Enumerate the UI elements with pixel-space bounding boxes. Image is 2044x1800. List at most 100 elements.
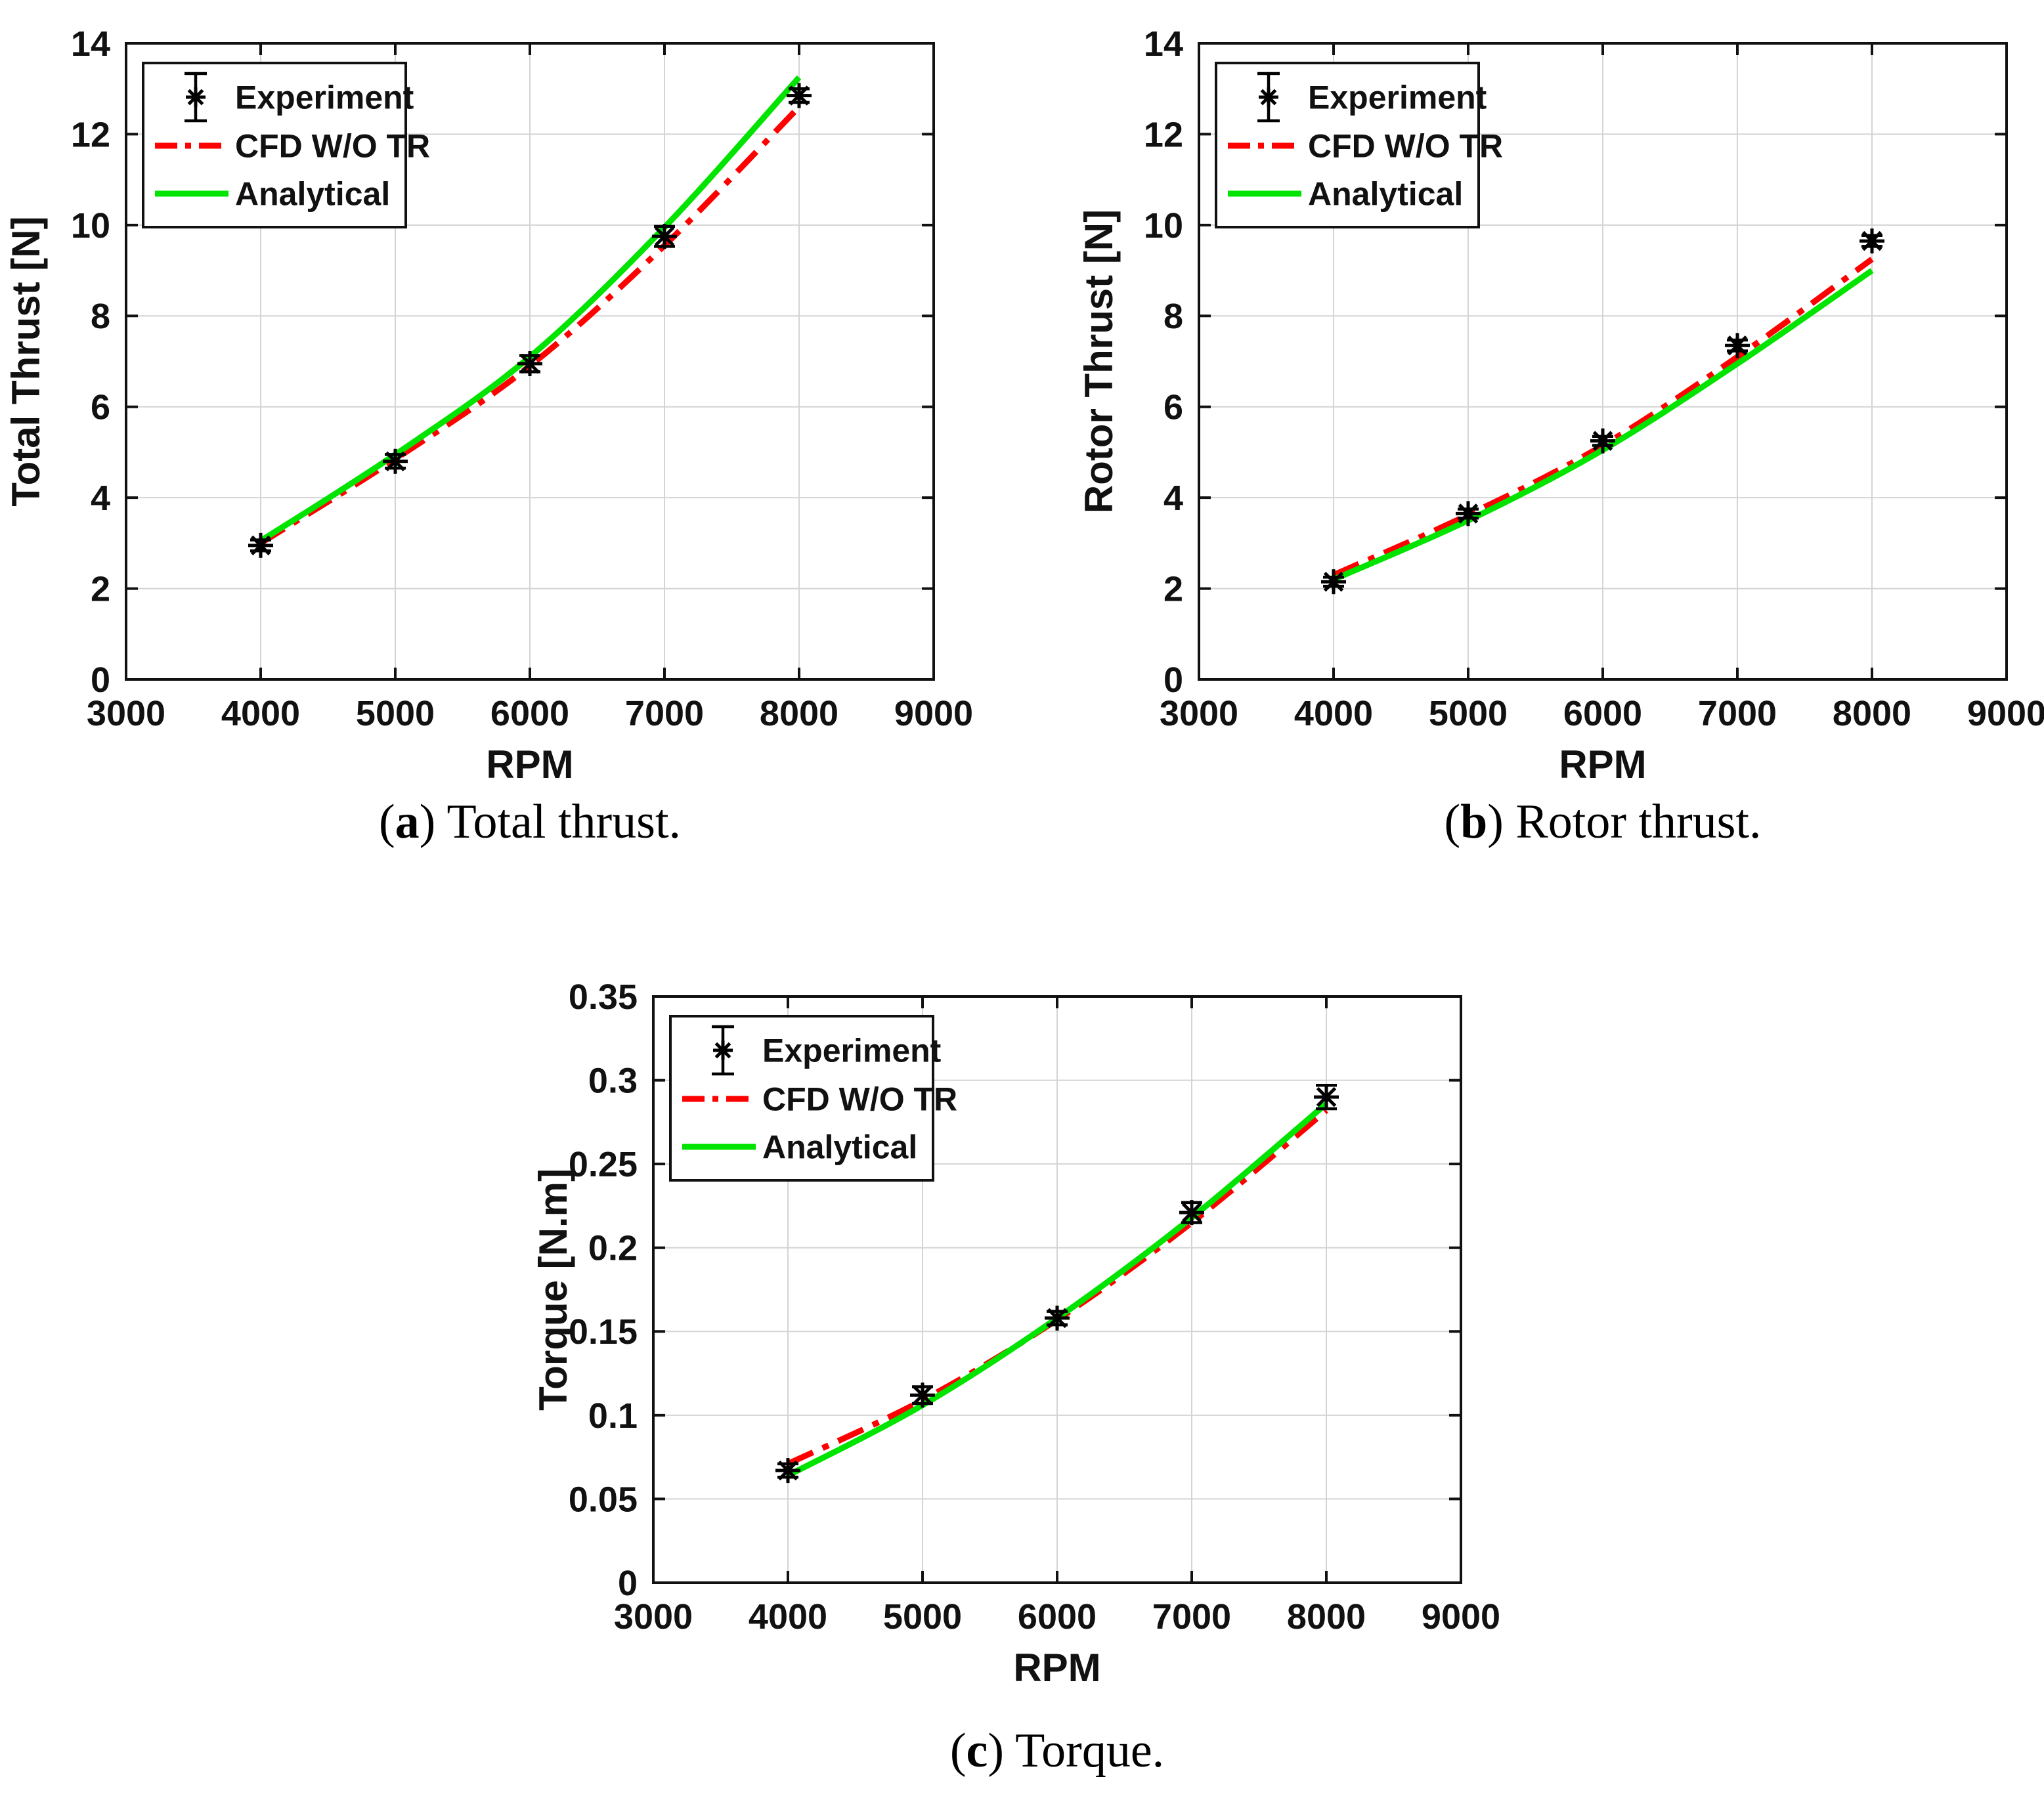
chart-total-thrust: 3000 4000 5000 6000 7000 8000 9000 0 2 4 6 8 10 12 14 R… <box>0 0 1022 788</box>
x-tick-label: 9000 <box>1967 694 2044 733</box>
x-tick-label: 5000 <box>356 694 435 733</box>
legend-label-experiment: Experiment <box>762 1033 942 1069</box>
chart-rotor-thrust-canvas: 3000 4000 5000 6000 7000 8000 9000 0 2 4 6 8 10 12 14 R… <box>1077 24 2044 786</box>
x-tick-label: 7000 <box>1698 694 1777 733</box>
y-tick-label: 0.05 <box>569 1480 638 1519</box>
legend-item-experiment: Experiment <box>712 1025 942 1076</box>
chart-total-thrust-canvas: 3000 4000 5000 6000 7000 8000 9000 0 2 4 6 8 10 12 14 R… <box>4 24 973 786</box>
x-tick-label: 5000 <box>883 1597 962 1637</box>
legend-item-experiment: Experiment <box>1257 72 1487 123</box>
tick-labels: 3000 4000 5000 6000 7000 8000 9000 0 2 4 6 8 10 12 14 <box>1144 24 2044 733</box>
y-axis-label: Total Thrust [N] <box>4 216 48 506</box>
y-tick-label: 0.25 <box>569 1145 638 1184</box>
x-tick-label: 8000 <box>1833 694 1911 733</box>
tick-labels: 3000 4000 5000 6000 7000 8000 9000 0 0.05 0.1 0.15… <box>569 977 1500 1637</box>
x-tick-label: 4000 <box>221 694 300 733</box>
x-tick-label: 8000 <box>760 694 838 733</box>
legend: Experiment CFD W/O TR Analytical <box>669 1015 957 1182</box>
experiment-marker-star <box>517 351 542 376</box>
x-tick-label: 5000 <box>1429 694 1508 733</box>
caption-letter: c <box>966 1724 988 1778</box>
caption-text: Total thrust. <box>446 795 682 849</box>
x-tick-label: 3000 <box>614 1597 693 1637</box>
chart-torque: 3000 4000 5000 6000 7000 8000 9000 0 0.05 0.1 0.15… <box>506 919 1530 1700</box>
chart-rotor-thrust-caption: (b) Rotor thrust. <box>1444 795 1762 849</box>
experiment-marker-star <box>910 1382 935 1408</box>
legend-item-cfd: CFD W/O TR <box>1228 128 1503 165</box>
y-tick-label: 8 <box>91 297 110 336</box>
experiment-marker-star <box>1590 428 1615 454</box>
x-tick-label: 6000 <box>1018 1597 1097 1637</box>
caption-letter: a <box>395 795 420 849</box>
legend: Experiment CFD W/O TR Analytical <box>142 62 430 228</box>
experiment-marker-star <box>1179 1200 1204 1226</box>
legend-item-cfd: CFD W/O TR <box>155 128 430 165</box>
x-axis-label: RPM <box>1013 1646 1100 1690</box>
y-tick-label: 14 <box>1144 24 1183 64</box>
chart-total-thrust-caption: (a) Total thrust. <box>378 795 682 849</box>
experiment-series <box>775 1083 1339 1484</box>
caption-letter: b <box>1460 795 1488 849</box>
legend-item-analytical: Analytical <box>155 176 390 213</box>
legend-item-analytical: Analytical <box>1228 176 1463 213</box>
experiment-marker-star <box>713 1040 733 1060</box>
y-tick-label: 0 <box>91 660 110 700</box>
y-axis-label: Rotor Thrust [N] <box>1077 209 1121 513</box>
experiment-marker-star <box>1314 1084 1339 1110</box>
legend-label-analytical: Analytical <box>235 176 390 213</box>
experiment-marker-star <box>383 448 408 474</box>
legend-label-experiment: Experiment <box>1308 79 1487 116</box>
y-tick-label: 2 <box>91 569 110 609</box>
y-tick-label: 8 <box>1163 297 1183 336</box>
y-tick-label: 0.1 <box>588 1396 638 1436</box>
y-tick-label: 4 <box>1163 479 1183 518</box>
y-tick-label: 0.2 <box>588 1229 638 1268</box>
experiment-marker-star <box>1456 501 1481 526</box>
y-tick-label: 0.3 <box>588 1061 638 1100</box>
series-lines <box>259 75 802 546</box>
legend-item-cfd: CFD W/O TR <box>682 1081 957 1118</box>
legend: Experiment CFD W/O TR Analytical <box>1215 62 1503 228</box>
y-tick-label: 2 <box>1163 569 1183 609</box>
y-tick-label: 6 <box>1163 388 1183 427</box>
x-tick-label: 4000 <box>1294 694 1373 733</box>
y-tick-label: 0 <box>618 1564 638 1603</box>
legend-item-analytical: Analytical <box>682 1129 917 1166</box>
experiment-marker-star <box>787 83 812 108</box>
experiment-series <box>1321 228 1884 595</box>
experiment-marker-star <box>652 224 677 249</box>
x-axis-label: RPM <box>486 742 573 786</box>
tick-marks <box>1198 42 2008 681</box>
y-tick-label: 0.35 <box>569 977 638 1017</box>
x-axis-label: RPM <box>1559 742 1646 786</box>
x-tick-label: 7000 <box>1152 1597 1231 1637</box>
legend-item-experiment: Experiment <box>185 72 414 123</box>
y-tick-label: 0.15 <box>569 1312 638 1352</box>
x-tick-label: 6000 <box>1563 694 1642 733</box>
experiment-marker-star <box>1045 1305 1070 1331</box>
y-tick-label: 12 <box>1144 115 1183 154</box>
y-axis-label: Torque [N.m] <box>531 1168 575 1411</box>
legend-label-cfd: CFD W/O TR <box>762 1081 957 1118</box>
experiment-marker-star <box>248 532 273 558</box>
y-tick-label: 10 <box>71 206 110 246</box>
analytical-line <box>259 75 802 544</box>
legend-label-analytical: Analytical <box>1308 176 1463 213</box>
x-tick-label: 9000 <box>1422 1597 1500 1637</box>
cfd-line <box>787 1108 1328 1467</box>
x-tick-label: 8000 <box>1287 1597 1366 1637</box>
experiment-marker-star <box>775 1458 800 1484</box>
x-tick-label: 9000 <box>894 694 973 733</box>
tick-marks <box>125 42 935 681</box>
experiment-marker-star <box>186 87 206 107</box>
legend-label-analytical: Analytical <box>762 1129 917 1166</box>
caption-text: Rotor thrust. <box>1515 795 1762 849</box>
x-tick-label: 3000 <box>1160 694 1238 733</box>
legend-label-cfd: CFD W/O TR <box>235 128 430 165</box>
experiment-marker-star <box>1725 333 1750 358</box>
x-tick-label: 4000 <box>749 1597 827 1637</box>
experiment-marker-star <box>1259 87 1278 107</box>
chart-torque-canvas: 3000 4000 5000 6000 7000 8000 9000 0 0.05 0.1 0.15… <box>531 977 1500 1690</box>
y-tick-label: 10 <box>1144 206 1183 246</box>
